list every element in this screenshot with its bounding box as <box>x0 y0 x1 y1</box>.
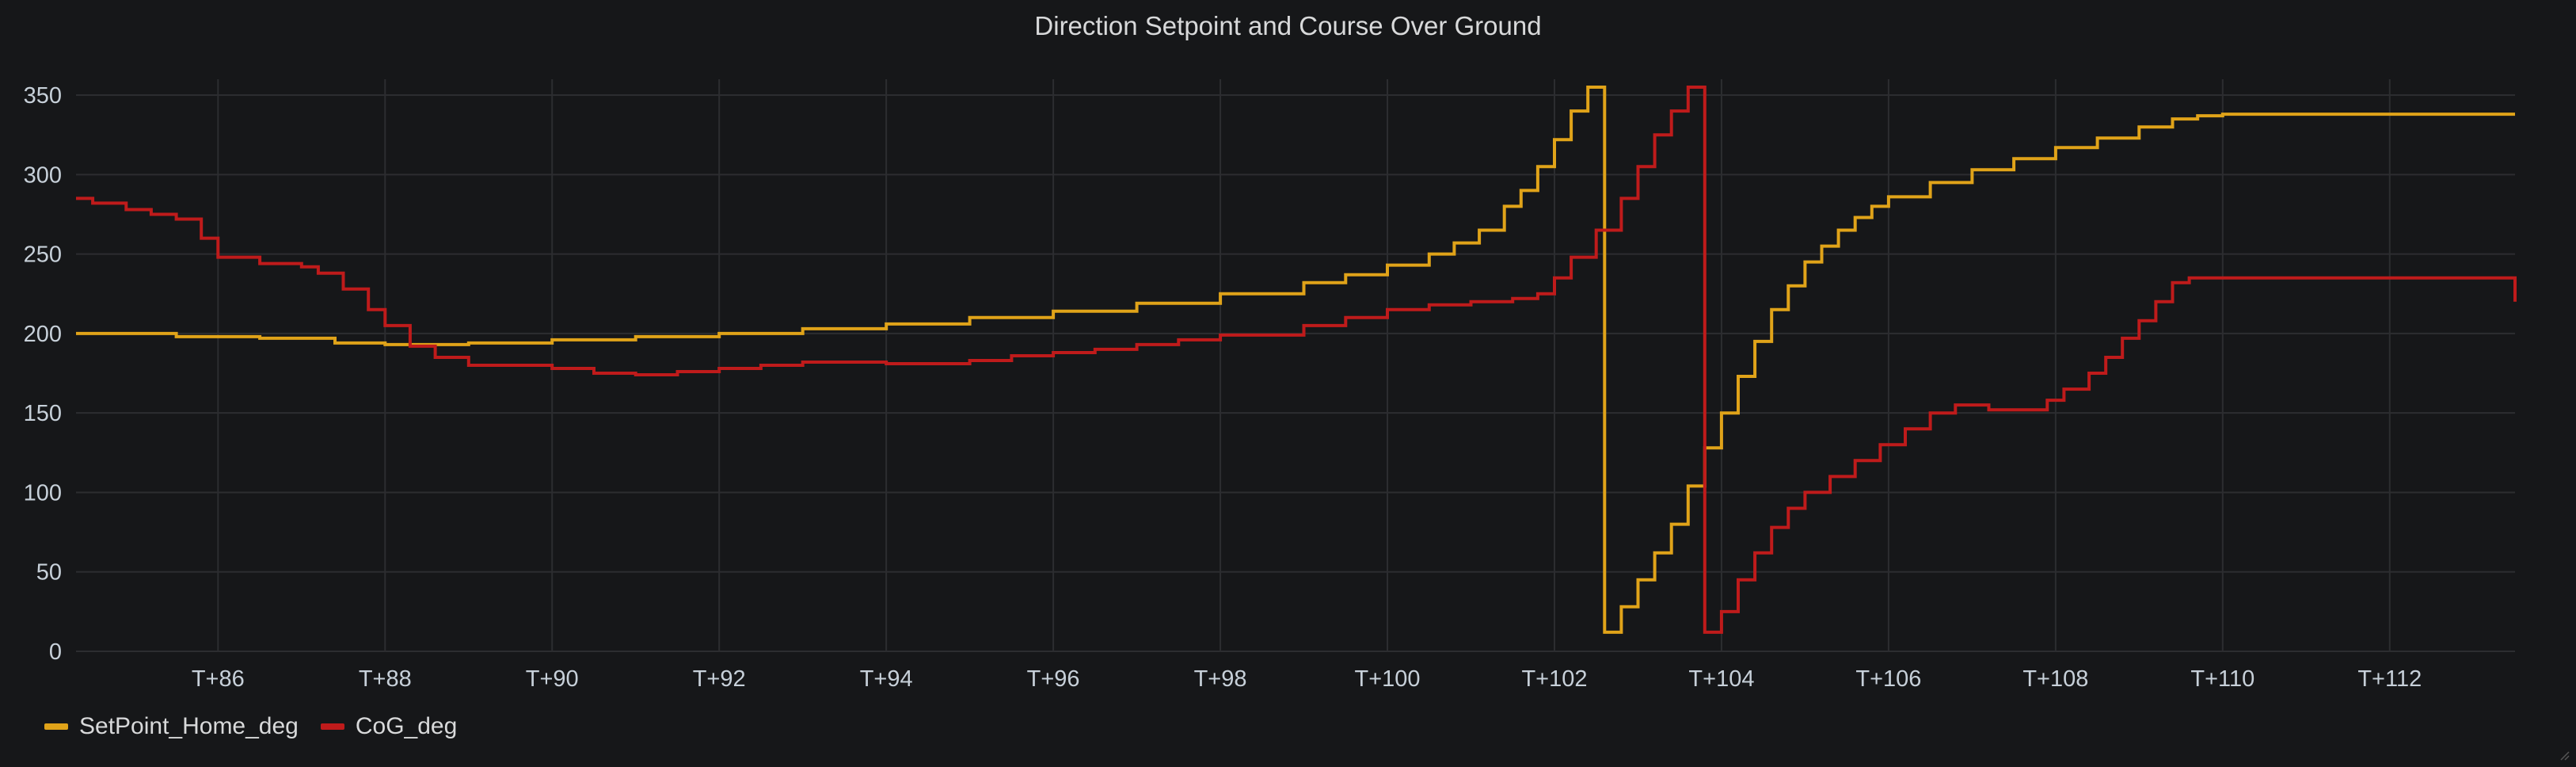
y-tick-label: 300 <box>24 162 62 188</box>
x-tick-label: T+102 <box>1521 666 1587 692</box>
series-line-cog-deg <box>76 86 2517 634</box>
x-tick-label: T+90 <box>526 666 579 692</box>
x-tick-label: T+110 <box>2190 666 2254 692</box>
y-grid <box>76 94 2515 652</box>
x-tick-label: T+112 <box>2357 666 2422 692</box>
x-tick-label: T+94 <box>860 666 913 692</box>
resize-handle-icon[interactable] <box>2559 750 2570 761</box>
legend-swatch <box>44 723 68 730</box>
y-tick-label: 50 <box>36 560 62 586</box>
legend-swatch <box>320 723 344 730</box>
x-tick-label: T+108 <box>2022 666 2088 692</box>
x-tick-label: T+104 <box>1688 666 1754 692</box>
legend-item[interactable]: CoG_deg <box>320 713 458 740</box>
x-tick-label: T+92 <box>693 666 746 692</box>
chart-legend: SetPoint_Home_deg CoG_deg <box>44 713 457 740</box>
y-tick-label: 350 <box>24 83 62 109</box>
y-tick-label: 200 <box>24 322 62 347</box>
y-tick-label: 150 <box>24 401 62 426</box>
x-tick-label: T+98 <box>1194 666 1247 692</box>
x-tick-label: T+88 <box>359 666 412 692</box>
x-tick-label: T+100 <box>1355 666 1421 692</box>
legend-label: CoG_deg <box>355 713 458 739</box>
legend-item[interactable]: SetPoint_Home_deg <box>44 713 299 740</box>
series-line-setpoint-home-deg <box>76 86 2515 634</box>
x-tick-label: T+96 <box>1027 666 1080 692</box>
y-tick-label: 250 <box>24 242 62 268</box>
x-tick-label: T+86 <box>192 666 245 692</box>
series-layer <box>76 86 2517 634</box>
x-tick-label: T+106 <box>1855 666 1921 692</box>
legend-label: SetPoint_Home_deg <box>79 713 299 739</box>
chart-title: Direction Setpoint and Course Over Groun… <box>1034 11 1542 40</box>
y-axis-tick-labels: 0 50 100 150 200 250 300 350 <box>24 83 62 665</box>
y-tick-label: 100 <box>24 480 62 506</box>
y-tick-label: 0 <box>49 639 62 665</box>
x-axis-tick-labels: T+86 T+88 T+90 T+92 T+94 T+96 T+98 T+100 T+102 T+… <box>192 666 2422 692</box>
